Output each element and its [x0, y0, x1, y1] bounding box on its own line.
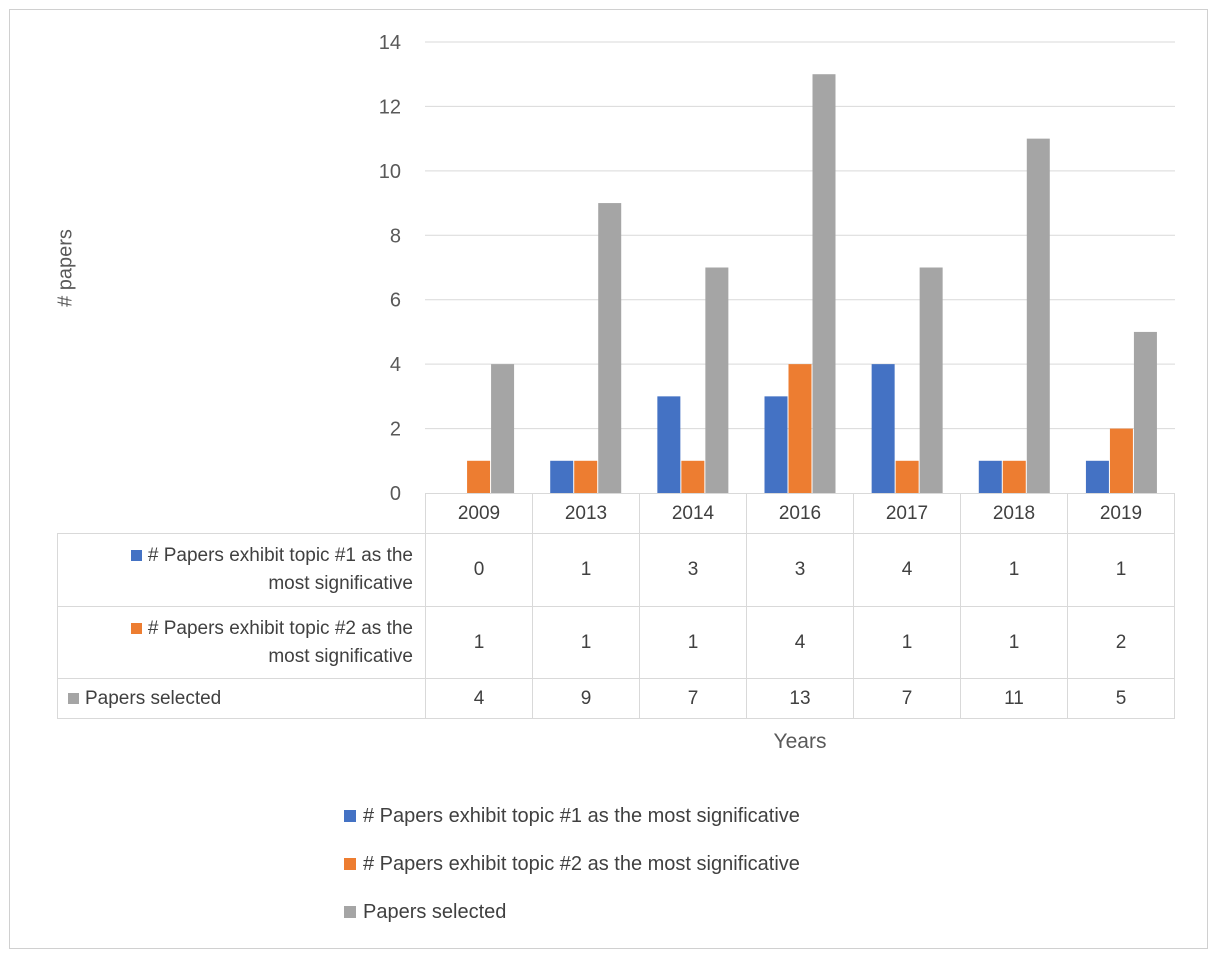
table-cell: 4 — [425, 678, 533, 719]
table-cell: 1 — [532, 533, 640, 607]
year-header: 2016 — [746, 493, 854, 534]
table-cell: 1 — [425, 606, 533, 679]
table-cell: 4 — [853, 533, 961, 607]
legend-item: # Papers exhibit topic #2 as the most si… — [344, 848, 800, 896]
row-label-line1: # Papers exhibit topic #1 as the — [147, 545, 413, 567]
bar — [550, 460, 574, 493]
legend-swatch-icon — [344, 810, 356, 822]
row-label-line1: # Papers exhibit topic #2 as the — [147, 617, 413, 639]
legend: # Papers exhibit topic #1 as the most si… — [344, 800, 800, 944]
table-cell: 0 — [425, 533, 533, 607]
table-row: # Papers exhibit topic #1 as the most si… — [57, 533, 1175, 607]
row-label-line1: Papers selected — [85, 687, 222, 709]
y-tick-label: 6 — [390, 290, 401, 312]
legend-swatch-icon — [344, 858, 356, 870]
table-corner — [57, 493, 426, 534]
series-swatch-icon — [130, 622, 142, 634]
table-cell: 9 — [532, 678, 640, 719]
year-header: 2009 — [425, 493, 533, 534]
table-cell: 7 — [853, 678, 961, 719]
legend-swatch-icon — [344, 906, 356, 918]
table-cell: 5 — [1067, 678, 1175, 719]
legend-label: # Papers exhibit topic #2 as the most si… — [363, 853, 800, 875]
table-cell: 1 — [532, 606, 640, 679]
bar — [657, 396, 681, 493]
row-label-line2: most significative — [268, 573, 413, 594]
year-header: 2017 — [853, 493, 961, 534]
year-header: 2013 — [532, 493, 640, 534]
table-cell: 4 — [746, 606, 854, 679]
table-header-row: 2009 2013 2014 2016 2017 2018 2019 — [57, 493, 1175, 534]
table-cell: 1 — [960, 533, 1068, 607]
bar — [1085, 460, 1109, 493]
row-label-selected: Papers selected — [57, 678, 426, 719]
legend-item: # Papers exhibit topic #1 as the most si… — [344, 800, 800, 848]
y-tick-label: 10 — [379, 161, 401, 183]
table-cell: 7 — [639, 678, 747, 719]
bar — [1133, 331, 1157, 493]
bar — [598, 203, 622, 494]
table-cell: 13 — [746, 678, 854, 719]
table-row: # Papers exhibit topic #2 as the most si… — [57, 606, 1175, 679]
y-tick-label: 2 — [390, 419, 401, 441]
bar — [764, 396, 788, 493]
table-cell: 2 — [1067, 606, 1175, 679]
bar — [978, 460, 1002, 493]
bar — [812, 74, 836, 493]
series-swatch-icon — [68, 692, 79, 704]
table-cell: 11 — [960, 678, 1068, 719]
year-header: 2018 — [960, 493, 1068, 534]
table-cell: 3 — [639, 533, 747, 607]
bar — [1026, 138, 1050, 493]
row-label-line2: most significative — [268, 645, 413, 667]
y-axis-label: # papers — [54, 229, 77, 307]
y-tick-label: 12 — [379, 96, 401, 118]
bar — [705, 267, 729, 493]
bar — [919, 267, 943, 493]
y-tick-label: 14 — [379, 32, 401, 54]
legend-label: # Papers exhibit topic #1 as the most si… — [363, 805, 800, 827]
y-tick-label: 4 — [390, 354, 401, 376]
bar — [788, 364, 812, 493]
series-swatch-icon — [130, 550, 142, 562]
table-cell: 3 — [746, 533, 854, 607]
bar — [467, 460, 491, 493]
bar — [871, 364, 895, 493]
bar — [491, 364, 515, 493]
bar — [1002, 460, 1026, 493]
row-label-topic2: # Papers exhibit topic #2 as the most si… — [57, 606, 426, 679]
table-cell: 1 — [960, 606, 1068, 679]
x-axis-label: Years — [773, 730, 827, 753]
y-tick-label: 8 — [390, 225, 401, 247]
bar — [681, 460, 705, 493]
table-cell: 1 — [853, 606, 961, 679]
row-label-topic1: # Papers exhibit topic #1 as the most si… — [57, 533, 426, 607]
bar — [1109, 428, 1133, 493]
table-cell: 1 — [1067, 533, 1175, 607]
legend-label: Papers selected — [363, 901, 507, 923]
legend-item: Papers selected — [344, 896, 800, 944]
bar — [895, 460, 919, 493]
table-cell: 1 — [639, 606, 747, 679]
year-header: 2019 — [1067, 493, 1175, 534]
data-table: 2009 2013 2014 2016 2017 2018 2019 # Pap… — [57, 493, 1175, 719]
table-row: Papers selected 4 9 7 13 7 11 5 — [57, 678, 1175, 719]
bar — [574, 460, 598, 493]
year-header: 2014 — [639, 493, 747, 534]
